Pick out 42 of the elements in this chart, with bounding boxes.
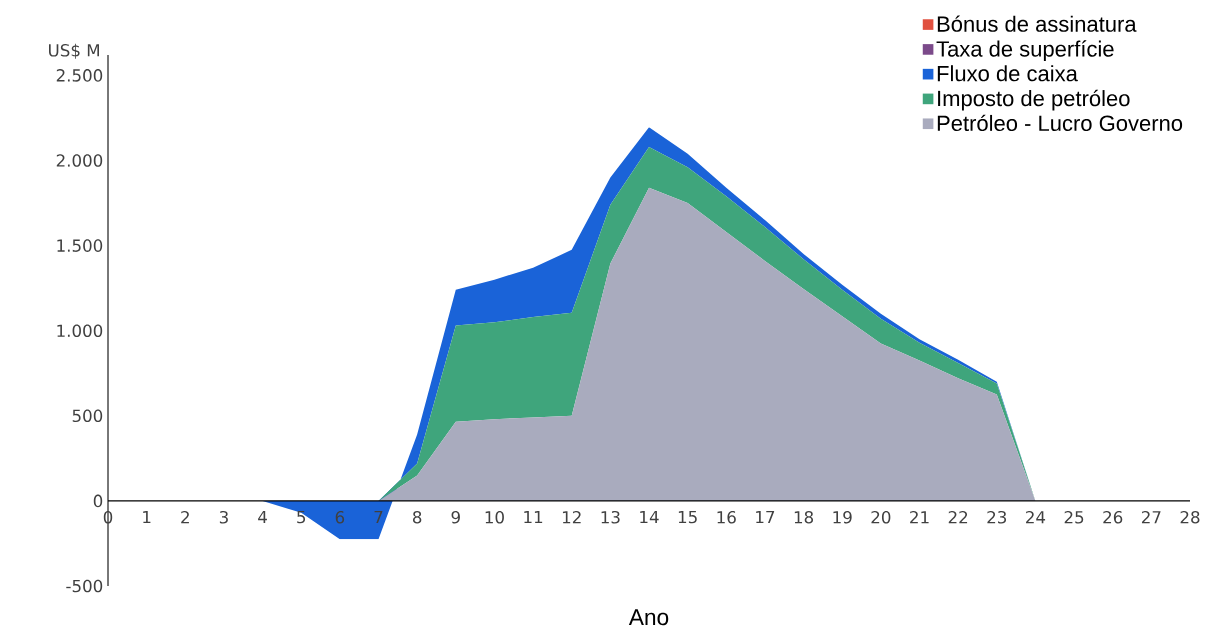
x-tick-label: 5 <box>297 510 306 524</box>
x-tick-label: 23 <box>987 510 1007 524</box>
x-tick-label: 27 <box>1141 510 1161 524</box>
legend-label: Imposto de petróleo <box>938 89 1130 111</box>
x-tick-label: 22 <box>948 510 968 524</box>
x-tick-label: 13 <box>601 510 620 524</box>
x-tick-label: 17 <box>756 510 775 524</box>
x-tick-label: 9 <box>451 510 460 524</box>
x-tick-label: 21 <box>910 510 929 524</box>
y-tick-label: 1.000 <box>57 324 103 338</box>
x-tick-label: 7 <box>374 510 383 524</box>
x-tick-label: 18 <box>794 510 814 524</box>
y-tick-label: 500 <box>72 409 103 423</box>
x-tick-label: 10 <box>485 510 504 524</box>
x-tick-label: 2 <box>181 510 189 524</box>
x-tick-label: 12 <box>562 510 581 524</box>
y-tick-label: 0 <box>93 494 103 508</box>
x-tick-label: 3 <box>219 510 228 524</box>
legend-label: Bónus de assinatura <box>937 15 1137 32</box>
y-tick-label: 2.500 <box>56 69 103 82</box>
y-tick-label: -500 <box>66 579 103 593</box>
x-tick-label: 14 <box>640 510 659 524</box>
x-tick-label: 16 <box>717 510 736 524</box>
legend-label: Petróleo - Lucro Governo <box>937 114 1183 132</box>
x-tick-label: 11 <box>524 510 543 524</box>
x-tick-label: 25 <box>1064 510 1084 524</box>
x-tick-label: 8 <box>412 510 422 524</box>
x-tick-label: 28 <box>1180 510 1200 524</box>
y-axis-title: US$ M <box>49 43 99 59</box>
legend-label: Taxa de superfície <box>936 40 1114 62</box>
x-tick-label: 15 <box>678 510 697 524</box>
legend-label: Fluxo de caixa <box>937 65 1078 82</box>
x-tick-label: 4 <box>258 510 267 524</box>
x-tick-label: 26 <box>1103 510 1123 524</box>
x-tick-label: 1 <box>143 510 151 524</box>
x-tick-label: 24 <box>1026 510 1046 524</box>
x-tick-label: 19 <box>833 510 852 524</box>
y-tick-label: 1.500 <box>57 239 103 252</box>
x-tick-label: 6 <box>335 510 345 524</box>
x-tick-label: 20 <box>871 510 891 524</box>
y-tick-label: 2.000 <box>56 154 103 167</box>
x-axis-title: Ano <box>628 609 669 626</box>
